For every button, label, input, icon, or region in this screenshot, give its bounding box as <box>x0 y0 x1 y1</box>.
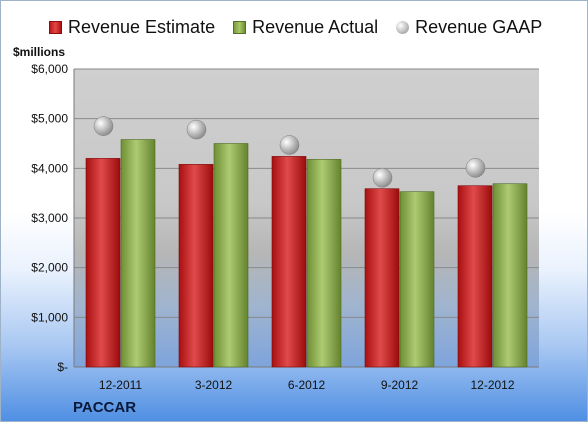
bar-revenue-estimate <box>457 185 493 368</box>
bar-revenue-actual <box>399 191 435 368</box>
bar-revenue-estimate <box>85 158 121 368</box>
legend-swatch-actual <box>233 21 247 34</box>
legend: Revenue Estimate Revenue Actual Revenue … <box>49 17 542 38</box>
bar-revenue-actual <box>492 183 528 368</box>
y-tick-label: $4,000 <box>31 161 68 175</box>
x-tick-label: 9-2012 <box>381 378 419 392</box>
y-axis-unit-label: $millions <box>13 45 66 59</box>
x-tick-label: 12-2011 <box>99 378 142 392</box>
y-tick-label: $- <box>57 360 68 374</box>
y-tick-label: $5,000 <box>31 112 68 126</box>
y-tick-label: $3,000 <box>31 211 68 225</box>
legend-label-gaap: Revenue GAAP <box>415 17 543 37</box>
y-tick-label: $2,000 <box>31 261 68 275</box>
x-tick-label: 12-2012 <box>470 378 514 392</box>
bar-revenue-actual <box>120 139 156 368</box>
x-tick-label: 3-2012 <box>195 378 233 392</box>
legend-swatch-estimate <box>49 21 62 34</box>
bar-revenue-actual <box>306 159 342 368</box>
bar-revenue-actual <box>213 143 249 368</box>
bar-revenue-estimate <box>364 188 400 368</box>
marker-revenue-gaap <box>465 158 486 178</box>
y-tick-label: $1,000 <box>31 310 68 324</box>
marker-revenue-gaap <box>186 119 207 140</box>
legend-item-estimate: Revenue Estimate <box>49 17 215 38</box>
legend-item-actual: Revenue Actual <box>233 17 378 38</box>
marker-revenue-gaap <box>372 168 393 188</box>
y-tick-label: $6,000 <box>31 62 68 76</box>
marker-revenue-gaap <box>279 135 300 155</box>
marker-revenue-gaap <box>93 116 114 136</box>
legend-label-actual: Revenue Actual <box>252 17 379 37</box>
bar-revenue-estimate <box>178 164 214 368</box>
company-name: PACCAR <box>73 399 137 416</box>
legend-item-gaap: Revenue GAAP <box>396 17 542 38</box>
bar-revenue-estimate <box>271 156 307 368</box>
legend-label-estimate: Revenue Estimate <box>68 17 216 37</box>
legend-swatch-gaap <box>396 21 410 34</box>
x-tick-label: 6-2012 <box>288 378 326 392</box>
